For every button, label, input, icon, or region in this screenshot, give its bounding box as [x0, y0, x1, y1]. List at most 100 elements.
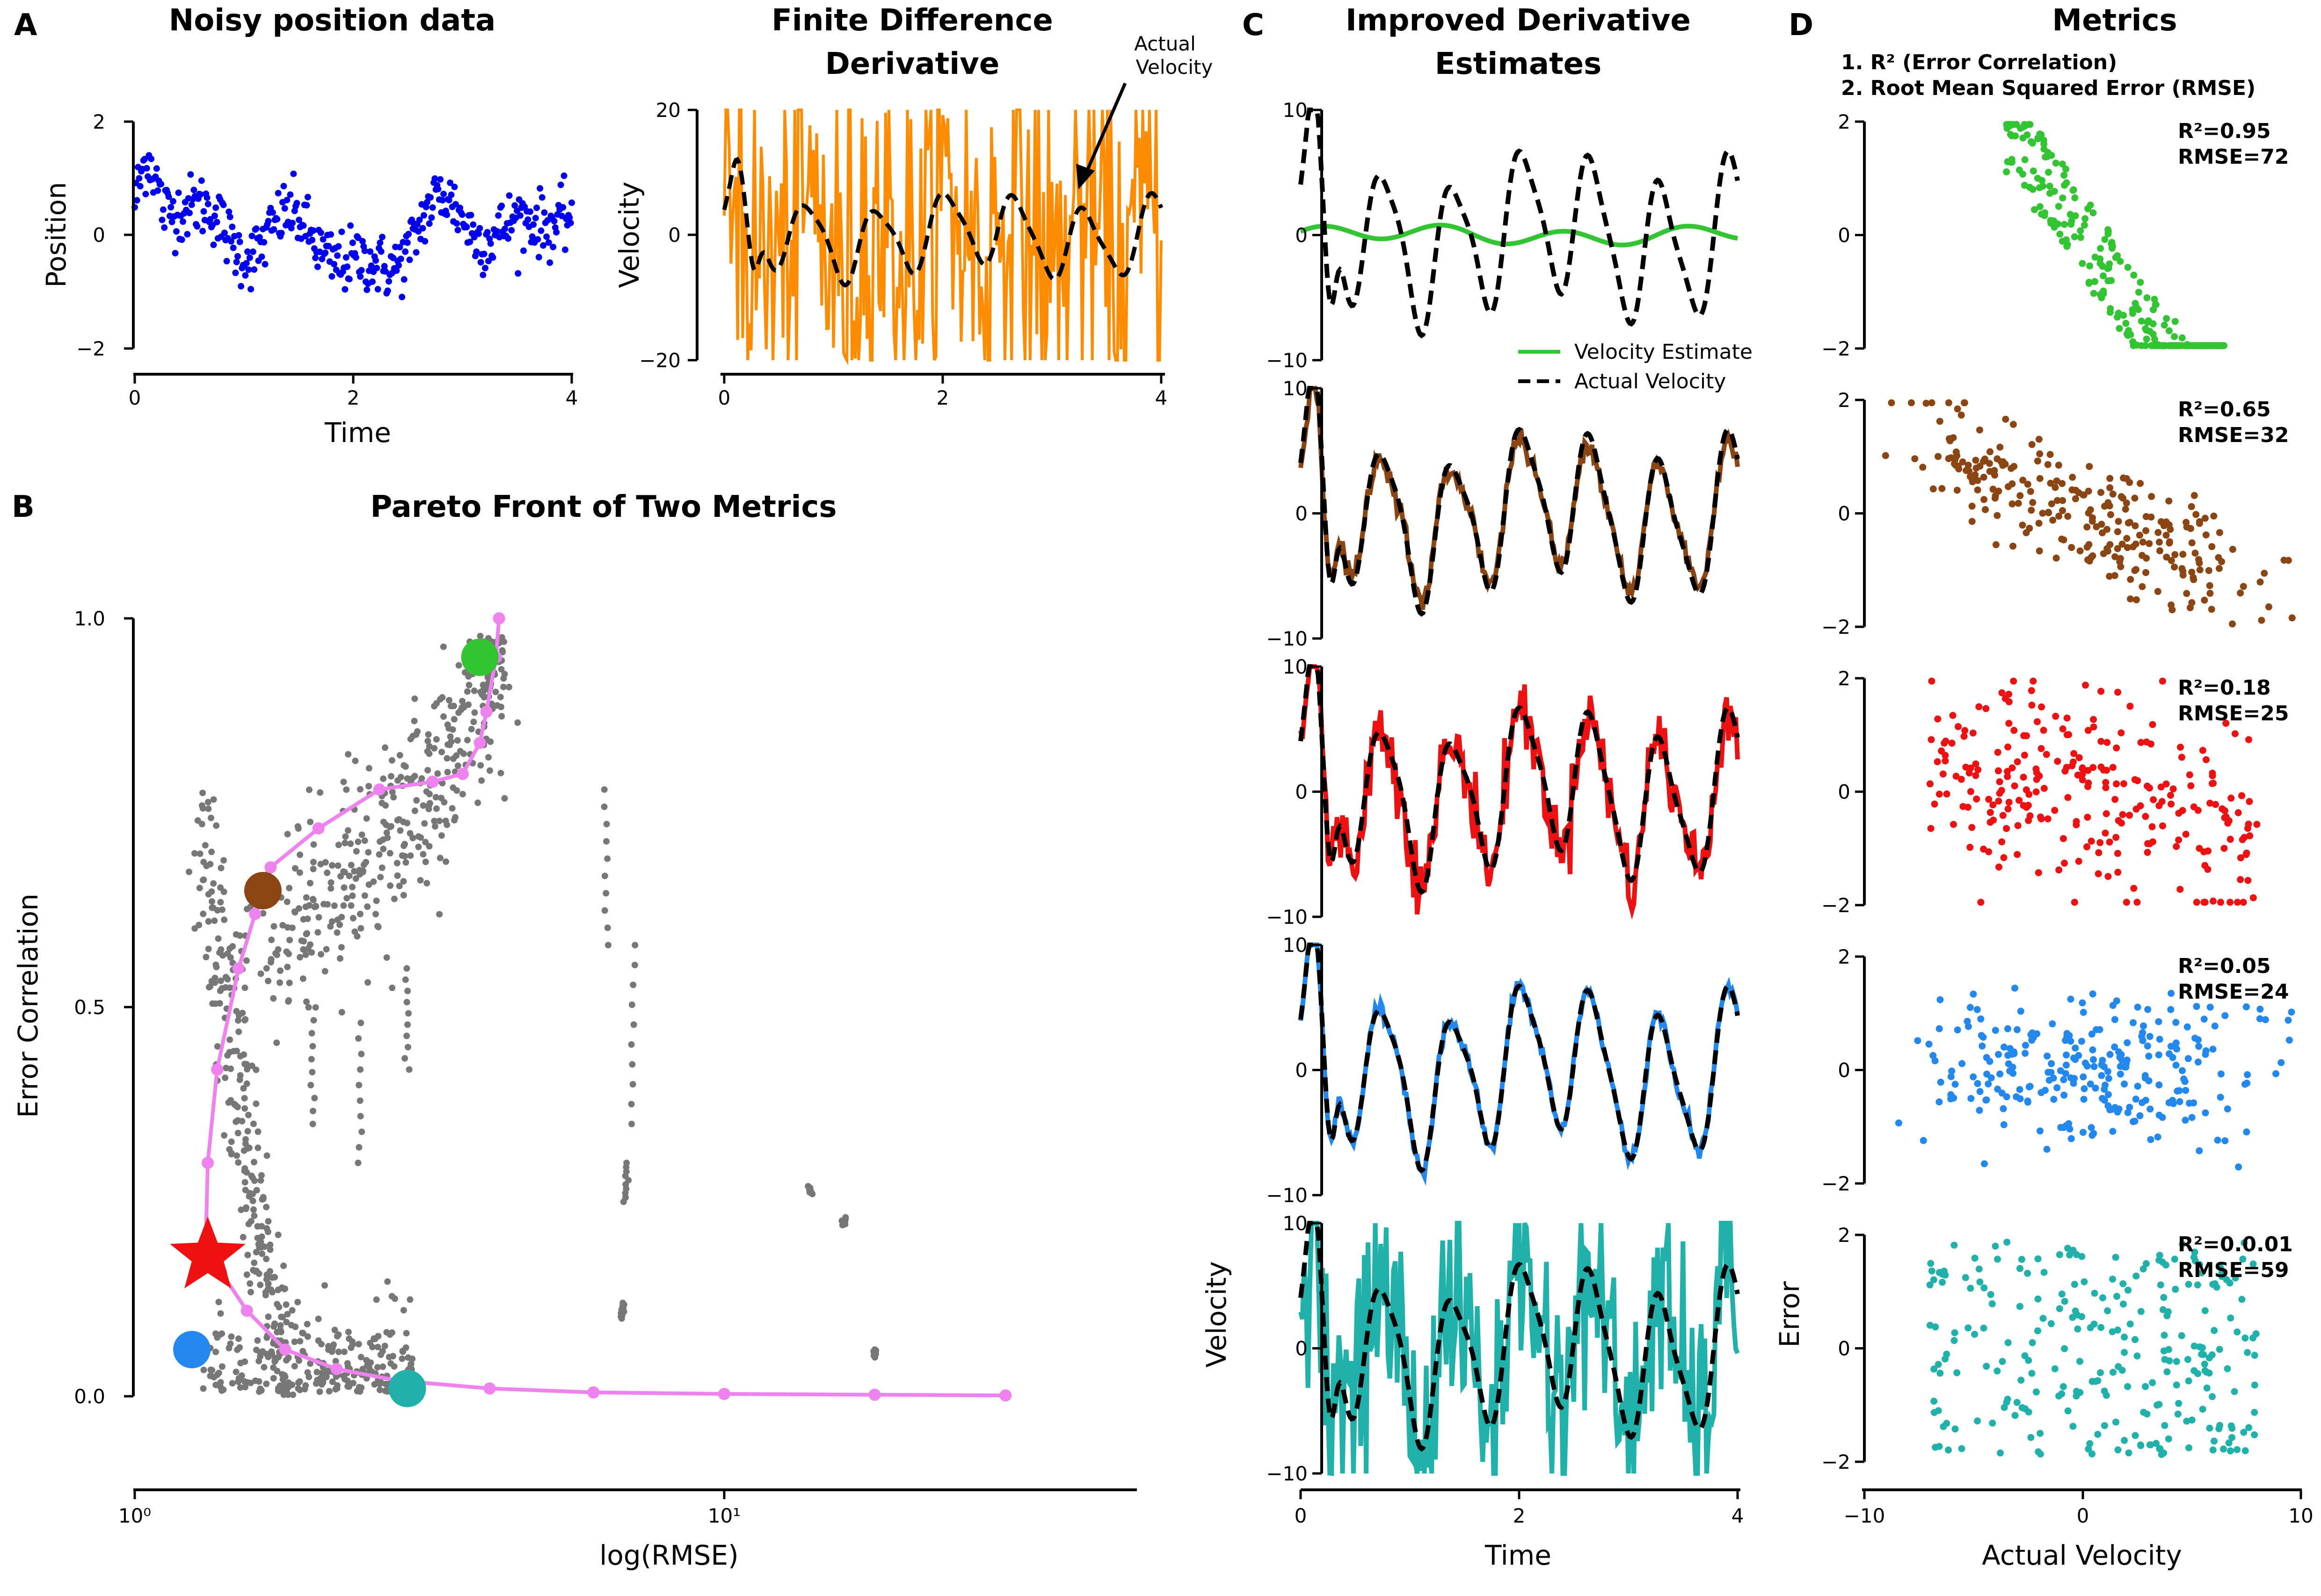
error-point — [2231, 1388, 2238, 1395]
candidate-point — [224, 950, 231, 957]
error-point — [2089, 1046, 2096, 1053]
pareto-point — [264, 861, 277, 874]
position-point — [190, 187, 197, 194]
error-point — [1970, 990, 1977, 998]
error-point — [2111, 796, 2119, 803]
title-a1: Noisy position data — [169, 3, 496, 38]
error-point — [2119, 1280, 2127, 1287]
candidate-point — [343, 895, 350, 902]
error-point — [2163, 315, 2170, 322]
error-point — [2160, 1294, 2168, 1301]
error-point — [1957, 411, 1965, 419]
error-point — [1992, 541, 2000, 548]
candidate-point — [485, 754, 492, 761]
candidate-point — [358, 831, 365, 838]
a1-xtick: 2 — [347, 386, 360, 409]
metric-r2: R²=0.95 — [2178, 119, 2271, 143]
candidate-point — [241, 1105, 248, 1112]
error-point — [2155, 1051, 2162, 1059]
error-point — [2102, 784, 2110, 791]
error-point — [2168, 990, 2175, 997]
position-point — [165, 193, 172, 200]
error-point — [2080, 1129, 2087, 1136]
error-point — [1943, 1350, 1950, 1358]
c-ytick: −10 — [1266, 906, 1308, 929]
error-point — [2196, 559, 2203, 567]
error-point — [1975, 703, 1983, 711]
error-point — [1943, 790, 1950, 798]
error-point — [2028, 1370, 2036, 1377]
error-point — [2102, 779, 2110, 786]
error-point — [2125, 327, 2132, 334]
error-point — [1939, 1278, 1946, 1286]
candidate-point — [234, 1103, 241, 1110]
error-point — [2224, 1105, 2231, 1113]
position-point — [546, 259, 553, 266]
candidate-point — [629, 1081, 636, 1088]
candidate-point — [417, 877, 424, 884]
position-point — [322, 249, 329, 256]
error-point — [2201, 1360, 2208, 1368]
error-point — [2036, 203, 2044, 210]
candidate-point — [249, 1197, 256, 1204]
error-point — [2140, 1022, 2147, 1030]
error-point — [1997, 1449, 2004, 1457]
candidate-point — [306, 880, 313, 886]
error-point — [2160, 522, 2168, 530]
pareto-front-line — [204, 618, 1006, 1398]
error-point — [2115, 310, 2122, 317]
position-point — [485, 258, 492, 265]
candidate-point — [438, 832, 445, 839]
error-point — [2079, 764, 2086, 771]
error-point — [2159, 677, 2166, 685]
candidate-point — [220, 1386, 227, 1393]
error-point — [2173, 1045, 2181, 1053]
error-point — [1966, 843, 1974, 851]
candidate-point — [421, 820, 428, 827]
error-point — [2046, 182, 2053, 190]
error-point — [2099, 529, 2106, 537]
error-point — [2173, 1381, 2180, 1389]
candidate-point — [316, 1388, 323, 1395]
error-point — [2144, 1006, 2152, 1013]
error-point — [2003, 1093, 2010, 1101]
candidate-point — [413, 731, 420, 738]
candidate-point — [405, 1044, 411, 1051]
error-point — [2000, 854, 2008, 861]
error-point — [2014, 758, 2021, 766]
candidate-point — [455, 662, 462, 669]
error-point — [1975, 1265, 1983, 1273]
candidate-point — [304, 930, 310, 937]
position-point — [422, 238, 429, 245]
candidate-point — [321, 968, 328, 975]
candidate-point — [438, 795, 445, 801]
error-point — [2102, 829, 2109, 837]
candidate-point — [247, 1289, 254, 1296]
error-point — [2155, 1111, 2163, 1119]
candidate-point — [603, 820, 610, 827]
candidate-point — [341, 884, 348, 891]
error-point — [2097, 1324, 2105, 1331]
position-point — [188, 201, 195, 208]
error-point — [2168, 800, 2175, 808]
position-point — [453, 220, 460, 227]
error-point — [2035, 869, 2042, 877]
candidate-point — [292, 1323, 299, 1330]
candidate-point — [601, 907, 608, 914]
position-point — [265, 218, 272, 225]
error-point — [2013, 1093, 2020, 1101]
error-point — [2168, 1043, 2175, 1050]
c-row: 100−10 — [1266, 655, 1740, 929]
error-point — [2038, 703, 2045, 711]
error-point — [2249, 1334, 2257, 1342]
candidate-point — [299, 1330, 306, 1337]
candidate-point — [250, 1120, 257, 1127]
error-point — [2009, 421, 2017, 428]
error-point — [2245, 736, 2252, 743]
error-point — [1988, 1300, 1996, 1307]
error-point — [2005, 719, 2013, 727]
position-point — [194, 223, 201, 230]
error-point — [2167, 791, 2174, 799]
error-point — [2182, 1087, 2190, 1094]
candidate-point — [235, 1335, 242, 1342]
